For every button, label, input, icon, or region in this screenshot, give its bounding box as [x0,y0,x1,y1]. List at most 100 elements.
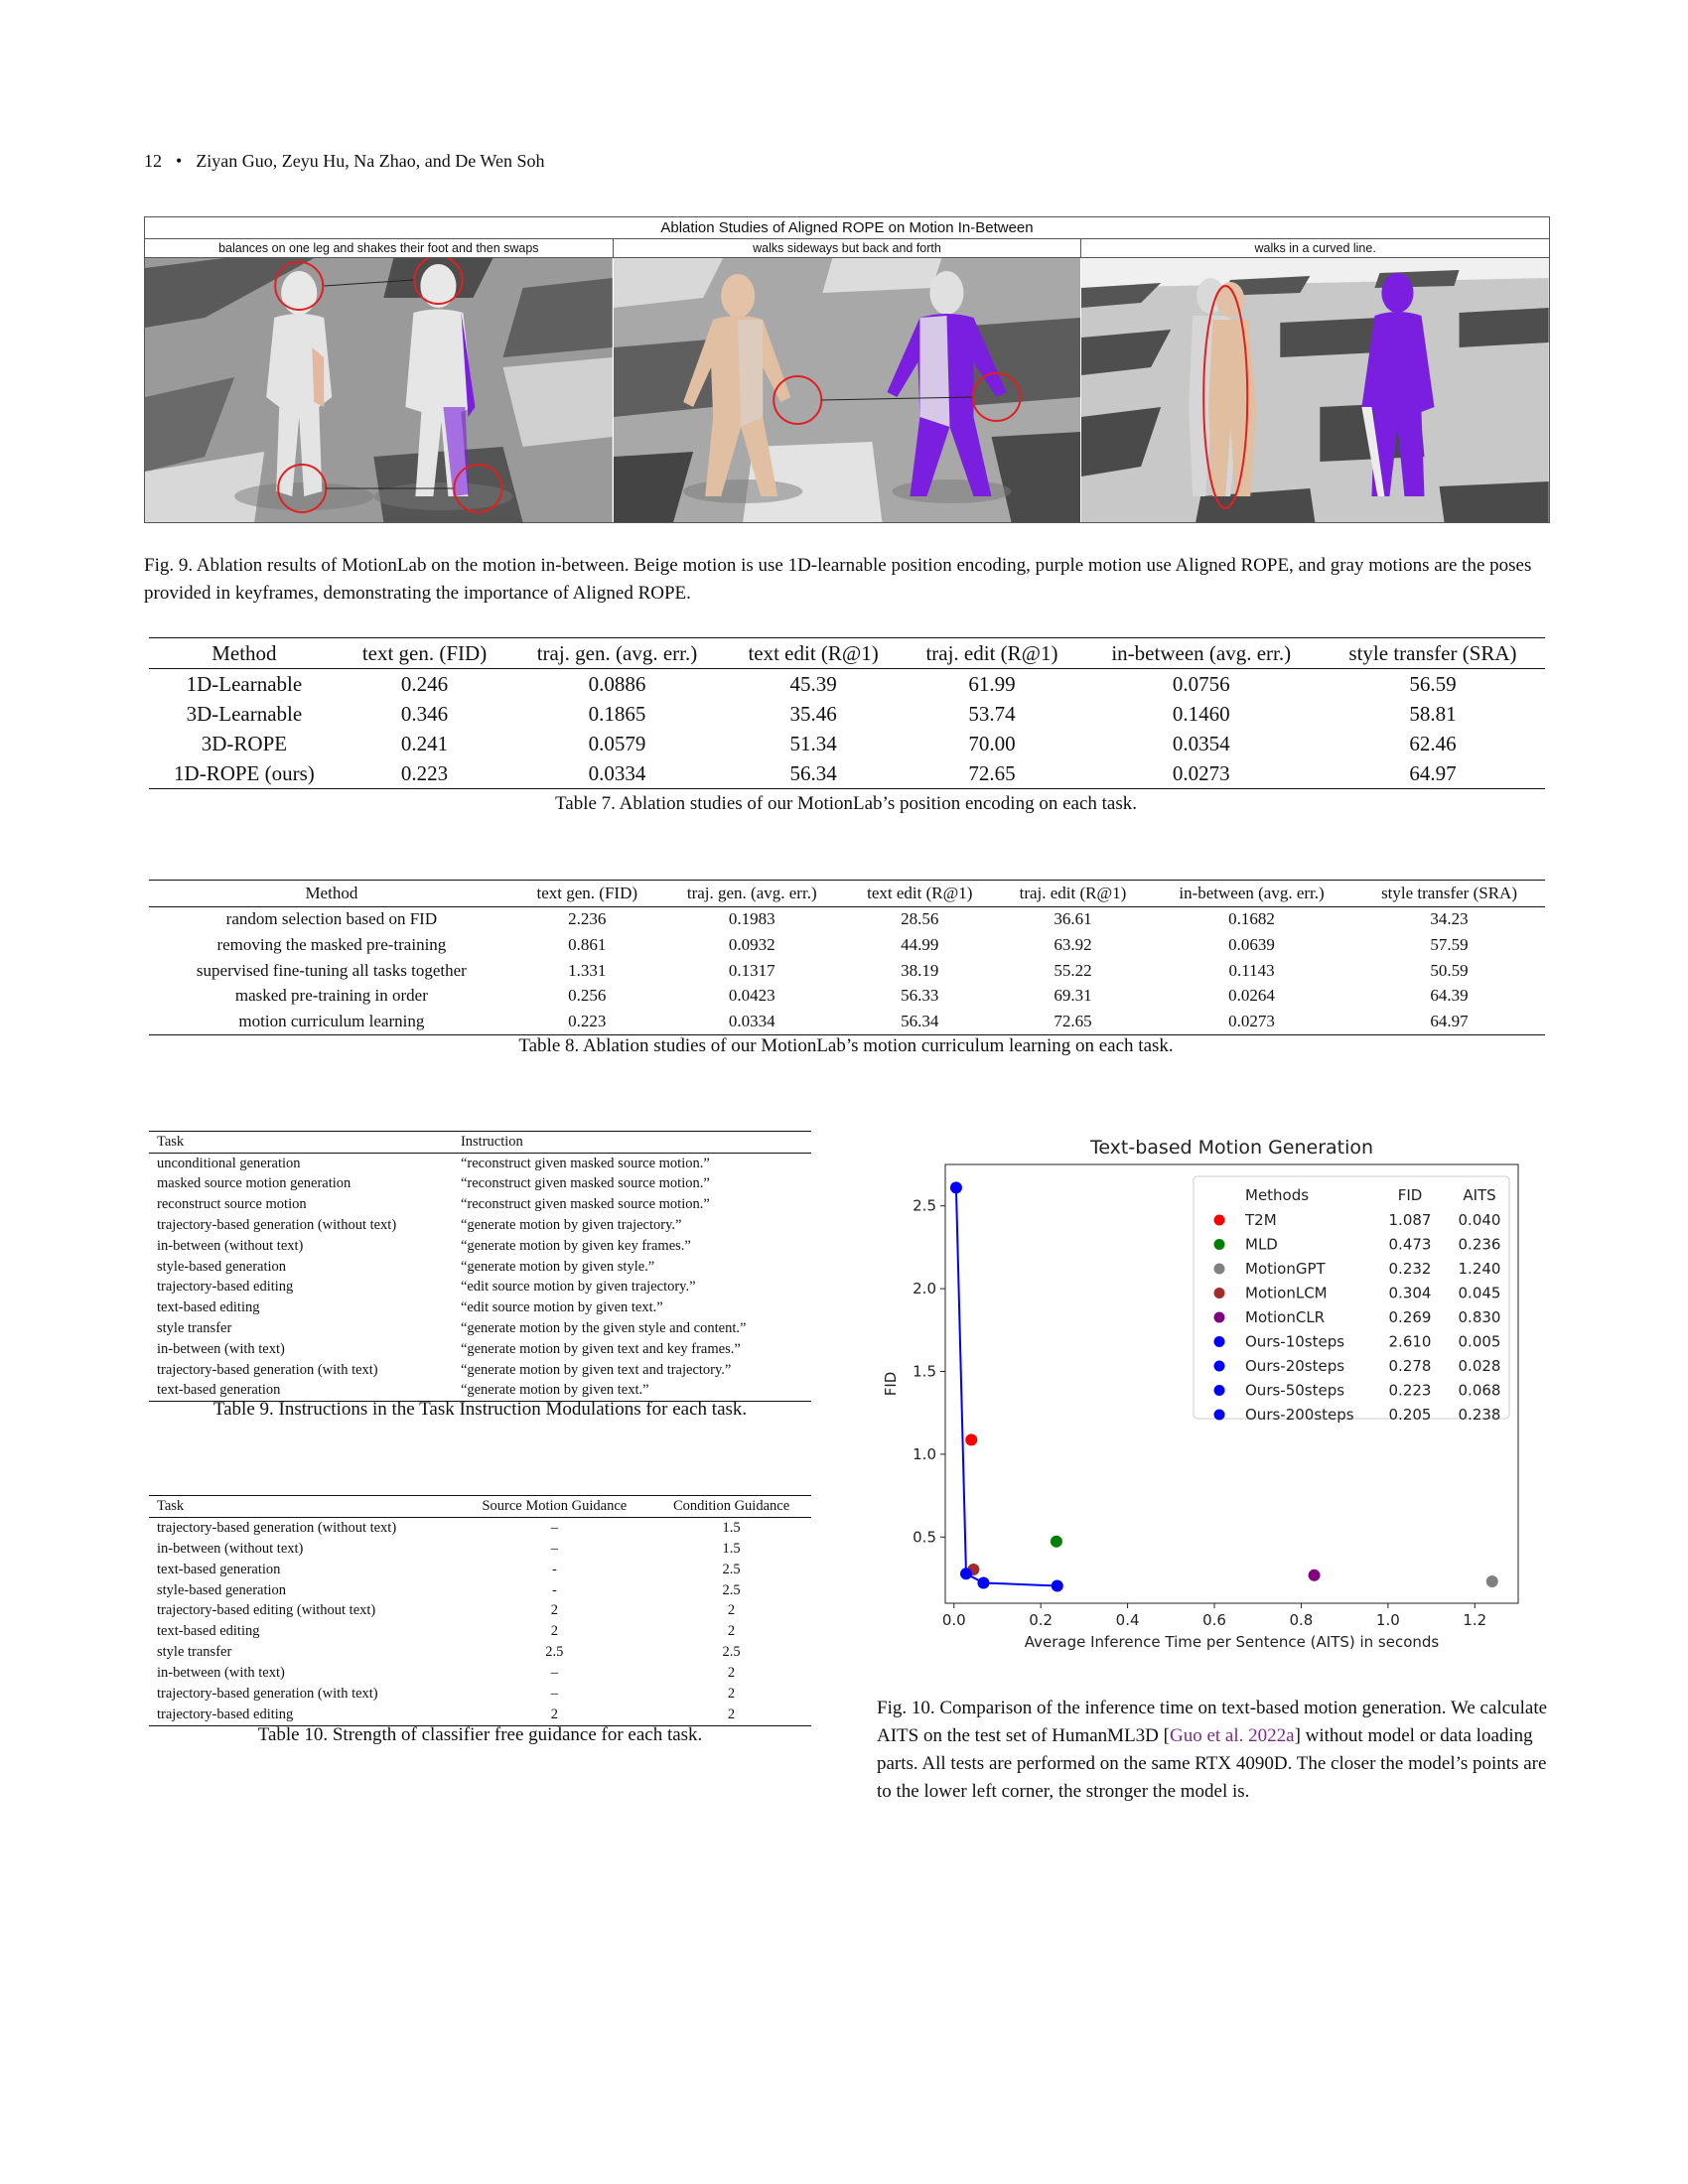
legend-fid: 0.304 [1389,1285,1432,1302]
x-tick-label: 0.2 [1029,1611,1053,1629]
table-cell: masked source motion generation [157,1175,352,1192]
table-cell: 1D-Learnable [186,671,303,696]
render-panel-3 [1081,258,1550,522]
table-header-row: Task Source Motion Guidance Condition Gu… [149,1495,811,1518]
legend-aits: 0.045 [1459,1285,1501,1302]
y-tick-label: 0.5 [913,1528,936,1546]
legend-fid: 0.473 [1389,1236,1432,1254]
table-cell: trajectory-based editing [157,1706,294,1722]
table-cell: 2 [727,1685,736,1702]
column-header: Condition Guidance [672,1497,790,1514]
render-panel-2 [613,258,1082,522]
y-axis-label: FID [882,1372,900,1397]
legend-fid: 1.087 [1389,1211,1432,1229]
table-cell: 0.1682 [1228,909,1275,929]
x-tick-label: 1.0 [1376,1611,1400,1629]
table-cell: 36.61 [1054,909,1092,929]
panel-caption-3: walks in a curved line. [1254,241,1376,255]
table-cell: 0.1143 [1228,960,1275,980]
legend-marker [1213,1385,1225,1396]
table-cell: 0.1317 [728,960,775,980]
table-cell: 0.0334 [588,760,646,785]
table-row: trajectory-based generation (with text) –… [149,1684,811,1705]
render-image-2 [613,258,1081,522]
caption-text: Fig. 10. Comparison of the inference tim… [877,1698,1548,1746]
table-cell: 61.99 [968,671,1016,696]
column-header: Task [157,1497,185,1514]
y-tick-label: 1.0 [913,1445,936,1463]
table-9: Task Instruction unconditional generatio… [149,1131,811,1402]
table-cell: in-between (with text) [157,1340,285,1357]
table-row: in-between (without text) – 1.5 [149,1539,811,1560]
x-tick-label: 0.6 [1202,1611,1226,1629]
table-row: text-based generation - 2.5 [149,1560,811,1580]
table-cell: trajectory-based editing (without text) [157,1602,376,1619]
table-cell: trajectory-based generation (with text) [157,1685,378,1702]
table-cell: 38.19 [901,960,939,980]
table-cell: text-based generation [157,1561,281,1577]
table-row: text-based generation “generate motion by… [149,1381,811,1402]
page-number: 12 [144,151,162,171]
table-row: trajectory-based editing 2 2 [149,1705,811,1726]
table-7: Method text gen. (FID) traj. gen. (avg. … [149,637,1545,789]
table-cell: 69.31 [1054,986,1092,1006]
table-row: 3D-ROPE 0.241 0.0579 51.34 70.00 0.0354 62.46 [149,729,1545,758]
table-cell: 2.5 [722,1581,741,1598]
panel-caption-2: walks sideways but back and forth [614,239,1082,257]
table-cell: 0.0932 [728,934,775,954]
data-point [977,1576,990,1589]
x-tick-label: 1.2 [1463,1611,1486,1629]
table-cell: “edit source motion by given text.” [460,1299,663,1316]
table-10-caption: Table 10. Strength of classifier free gu… [257,1724,703,1745]
table-cell: text-based editing [157,1299,260,1316]
table-header-row: Method text gen. (FID) traj. gen. (avg. … [149,637,1545,669]
data-point [959,1568,972,1580]
legend-header: FID [1398,1186,1423,1204]
legend-label: Ours-20steps [1245,1357,1344,1375]
table-cell: trajectory-based generation (without tex… [157,1217,397,1234]
table-cell: 1.5 [722,1519,741,1536]
table-cell: 0.0639 [1228,934,1275,954]
data-point [1308,1569,1321,1581]
table-cell: 0.256 [568,986,607,1006]
table-row: masked source motion generation “reconstr… [149,1174,811,1195]
table-row: trajectory-based editing “edit source mot… [149,1278,811,1298]
column-header: Method [305,883,358,902]
data-point [965,1433,978,1446]
table-row: in-between (with text) – 2 [149,1663,811,1684]
legend-label: Ours-200steps [1245,1406,1354,1424]
legend-label: T2M [1244,1211,1277,1229]
table-cell: style transfer [157,1644,232,1661]
table-cell: – [550,1540,558,1557]
legend-marker [1213,1409,1225,1421]
y-tick-label: 1.5 [913,1362,936,1380]
table-cell: in-between (with text) [157,1665,285,1682]
figure-9: Ablation Studies of Aligned ROPE on Moti… [144,216,1550,523]
table-cell: 1.331 [568,960,607,980]
caption-text: ] without model or data loading parts. A… [877,1725,1547,1802]
table-row: trajectory-based generation (with text) “… [149,1360,811,1381]
table-cell: 0.0334 [728,1011,775,1030]
table-10: Task Source Motion Guidance Condition Gu… [149,1495,811,1726]
table-row: supervised fine-tuning all tasks togethe… [149,958,1545,984]
table-7-caption: Table 7. Ablation studies of our MotionL… [555,793,1137,814]
table-cell: 0.0273 [1172,760,1230,785]
column-header: Task [157,1133,185,1150]
legend-marker [1213,1360,1225,1372]
table-row: masked pre-training in order 0.256 0.0423 5… [149,983,1545,1009]
table-cell: 63.92 [1054,934,1092,954]
table-cell: 2 [727,1665,736,1682]
legend-label: MLD [1245,1236,1278,1254]
citation-link[interactable]: Guo et al. 2022a [1169,1725,1295,1746]
table-cell: “generate motion by given text and traje… [460,1361,732,1378]
legend-header: AITS [1463,1186,1495,1204]
running-header: 12 • Ziyan Guo, Zeyu Hu, Na Zhao, and De W… [144,151,544,172]
legend-aits: 0.830 [1459,1308,1501,1326]
render-image-3 [1081,258,1550,522]
table-cell: 35.46 [789,701,837,726]
table-cell: 64.97 [1409,760,1457,785]
table-cell: 53.74 [968,701,1016,726]
x-tick-label: 0.8 [1290,1611,1314,1629]
table-cell: 1D-ROPE (ours) [174,760,315,785]
chart-title: Text-based Motion Generation [1089,1137,1373,1159]
